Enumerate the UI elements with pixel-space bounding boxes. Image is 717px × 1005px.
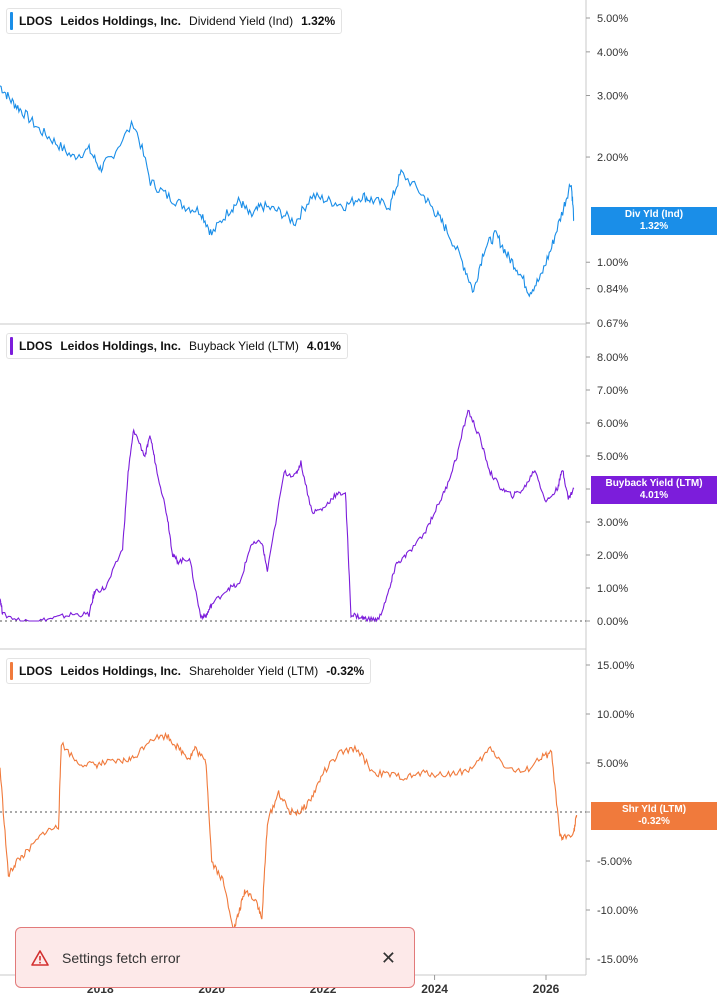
legend-value: -0.32% [326,664,365,678]
y-tick-label: 6.00% [597,418,628,430]
close-icon[interactable]: ✕ [380,948,396,968]
legend-company: Leidos Holdings, Inc. [60,339,182,353]
legend-ticker: LDOS [19,339,53,353]
series-color-swatch [10,337,13,355]
y-tick-label: -5.00% [597,856,632,868]
series-line-shareholder-yield [0,731,578,933]
y-tick-label: 3.00% [597,91,628,103]
tag-value: -0.32% [638,816,670,827]
y-tick-label: 15.00% [597,660,635,672]
legend-ticker: LDOS [19,664,53,678]
warning-triangle-icon [31,950,49,966]
y-tick-label: 4.00% [597,47,628,59]
last-value-tag-buyback: Buyback Yield (LTM) 4.01% [591,476,717,504]
legend-company: Leidos Holdings, Inc. [60,664,182,678]
y-tick-label: 2.00% [597,152,628,164]
tag-label: Shr Yld (LTM) [621,804,687,815]
toast-message: Settings fetch error [62,950,181,966]
y-tick-label: 0.84% [597,284,628,296]
series-layer [0,85,578,933]
y-tick-label: 1.00% [597,257,628,269]
tag-value: 1.32% [639,221,669,232]
y-tick-label: 5.00% [597,758,628,770]
error-toast: Settings fetch error ✕ [15,927,415,988]
series-line-buyback-yield [0,409,575,623]
legend-company: Leidos Holdings, Inc. [60,14,182,28]
tag-label: Div Yld (Ind) [624,209,684,220]
y-tick-label: 0.00% [597,616,628,628]
legend-value: 4.01% [306,339,341,353]
y-tick-label: 5.00% [597,451,628,463]
legend-ticker: LDOS [19,14,53,28]
legend-metric: Buyback Yield (LTM) [189,339,299,353]
y-tick-label: 8.00% [597,352,628,364]
series-color-swatch [10,12,13,30]
y-tick-label: 0.67% [597,318,628,330]
y-tick-label: 2.00% [597,550,628,562]
tag-value: 4.01% [639,490,669,501]
y-tick-label: 1.00% [597,583,628,595]
y-tick-label: 5.00% [597,13,628,25]
legend-shareholder-yield[interactable]: LDOS Leidos Holdings, Inc. Shareholder Y… [6,658,372,684]
x-tick-label: 2024 [421,982,448,996]
y-tick-label: 7.00% [597,385,628,397]
y-tick-label: 3.00% [597,517,628,529]
y-tick-label: -15.00% [597,954,638,966]
y-tick-label: -10.00% [597,905,638,917]
legend-buyback-yield[interactable]: LDOS Leidos Holdings, Inc. Buyback Yield… [6,333,348,359]
x-tick-label: 2026 [533,982,560,996]
chart-frame [0,0,587,975]
series-line-dividend-yield [0,85,575,298]
legend-dividend-yield[interactable]: LDOS Leidos Holdings, Inc. Dividend Yiel… [6,8,343,34]
legend-metric: Shareholder Yield (LTM) [189,664,319,678]
tag-label: Buyback Yield (LTM) [605,478,703,489]
last-value-tag-dividend: Div Yld (Ind) 1.32% [591,207,717,235]
legend-value: 1.32% [301,14,336,28]
last-value-tag-shareholder: Shr Yld (LTM) -0.32% [591,802,717,830]
series-color-swatch [10,662,13,680]
y-tick-label: 10.00% [597,709,635,721]
legend-metric: Dividend Yield (Ind) [189,14,294,28]
